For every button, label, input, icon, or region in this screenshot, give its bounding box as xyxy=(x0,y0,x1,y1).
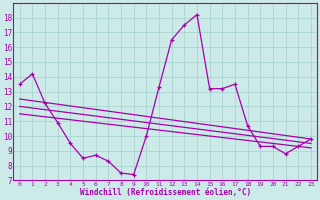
X-axis label: Windchill (Refroidissement éolien,°C): Windchill (Refroidissement éolien,°C) xyxy=(80,188,251,197)
